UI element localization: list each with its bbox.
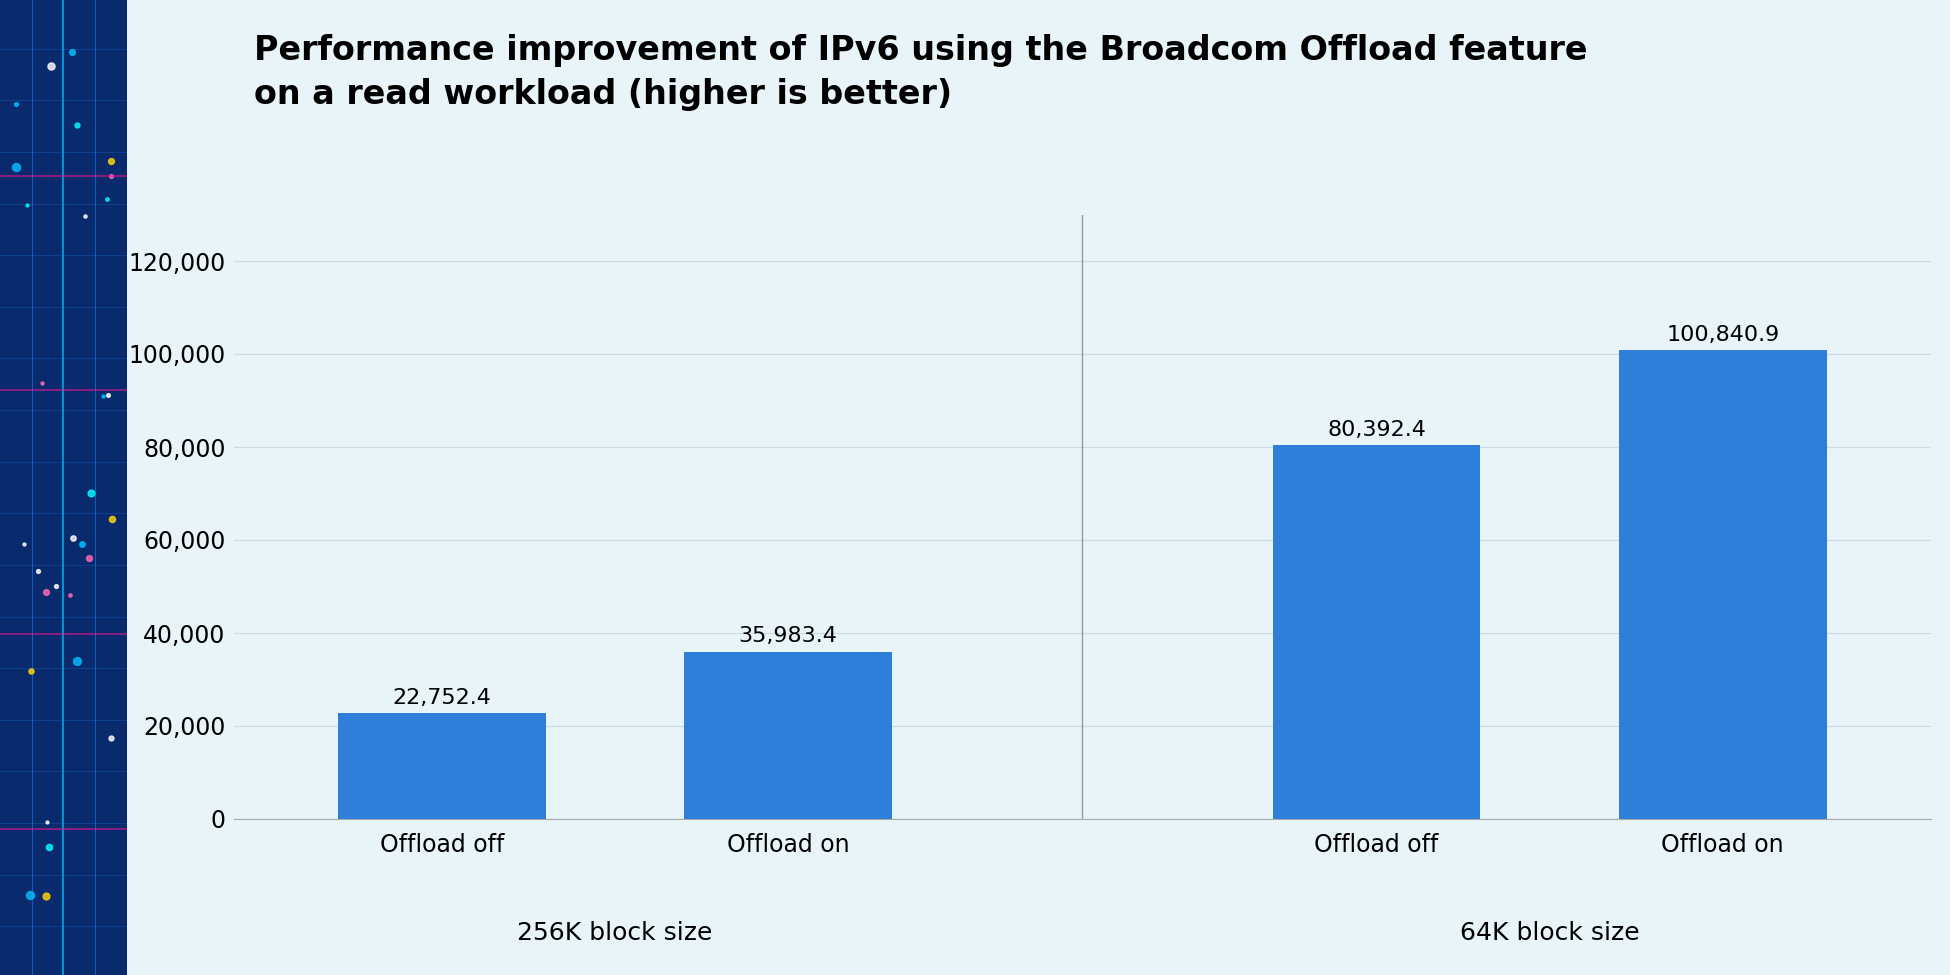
Text: 35,983.4: 35,983.4: [739, 626, 837, 646]
Text: 64K block size: 64K block size: [1461, 921, 1640, 946]
Bar: [1618, 350, 1827, 819]
Text: 22,752.4: 22,752.4: [392, 687, 491, 708]
Text: 80,392.4: 80,392.4: [1328, 419, 1425, 440]
Text: Performance improvement of IPv6 using the Broadcom Offload feature
on a read wor: Performance improvement of IPv6 using th…: [254, 34, 1587, 110]
Text: 100,840.9: 100,840.9: [1665, 325, 1780, 344]
Bar: [1273, 446, 1480, 819]
Text: 256K block size: 256K block size: [517, 921, 712, 946]
Bar: [337, 713, 546, 819]
Bar: [684, 651, 891, 819]
